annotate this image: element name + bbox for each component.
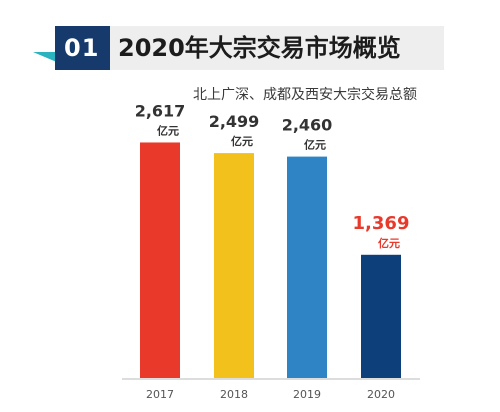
bar-2019	[287, 156, 327, 378]
value-label-2020: 1,369	[353, 213, 410, 234]
value-label-2018: 2,499	[209, 112, 260, 131]
title-band	[108, 26, 444, 70]
x-tick-2020: 2020	[367, 388, 395, 401]
unit-label-2019: 亿元	[304, 138, 326, 152]
bar-2020	[361, 254, 401, 378]
unit-label-2020: 亿元	[378, 236, 400, 250]
unit-label-2017: 亿元	[157, 123, 179, 137]
x-tick-2019: 2019	[293, 388, 321, 401]
bar-2017	[140, 142, 180, 378]
section-number: 01	[64, 34, 100, 62]
badge-box	[55, 26, 110, 70]
bar-2018	[214, 153, 254, 378]
page-title: 2020年大宗交易市场概览	[118, 34, 401, 62]
header: 01 2020年大宗交易市场概览	[0, 0, 500, 80]
header-graphic	[33, 26, 444, 70]
x-tick-2017: 2017	[146, 388, 174, 401]
value-label-2019: 2,460	[282, 116, 333, 135]
chart-title: 北上广深、成都及西安大宗交易总额	[193, 87, 417, 103]
x-tick-2018: 2018	[220, 388, 248, 401]
unit-label-2018: 亿元	[231, 134, 253, 148]
value-label-2017: 2,617	[135, 101, 186, 120]
